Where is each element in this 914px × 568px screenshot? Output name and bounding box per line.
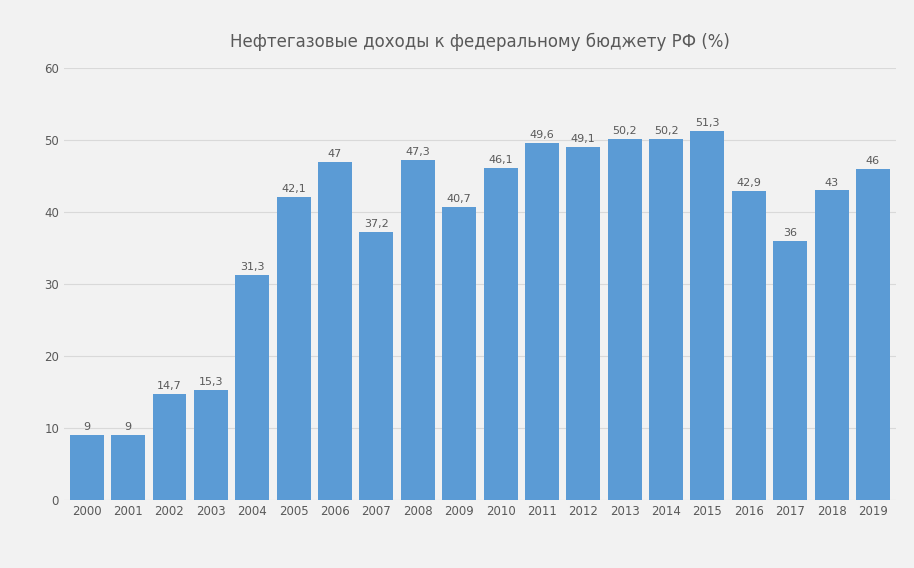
Bar <box>442 207 476 500</box>
Text: 50,2: 50,2 <box>654 126 678 136</box>
Text: 9: 9 <box>124 422 132 432</box>
Bar <box>401 160 435 500</box>
Text: 51,3: 51,3 <box>696 118 719 128</box>
Bar <box>112 435 145 500</box>
Bar <box>856 169 890 500</box>
Bar <box>318 162 352 500</box>
Text: 49,1: 49,1 <box>571 133 596 144</box>
Text: 46: 46 <box>866 156 880 166</box>
Text: 47: 47 <box>328 149 342 159</box>
Bar <box>773 241 807 500</box>
Bar <box>153 394 186 500</box>
Bar <box>277 197 311 500</box>
Text: 46,1: 46,1 <box>488 155 513 165</box>
Bar <box>359 232 393 500</box>
Text: 47,3: 47,3 <box>406 147 430 157</box>
Bar <box>567 147 600 500</box>
Bar <box>194 390 228 500</box>
Bar <box>649 139 683 500</box>
Bar <box>608 139 642 500</box>
Title: Нефтегазовые доходы к федеральному бюджету РФ (%): Нефтегазовые доходы к федеральному бюдже… <box>230 33 729 51</box>
Text: 36: 36 <box>783 228 797 238</box>
Text: 15,3: 15,3 <box>198 377 223 387</box>
Text: 49,6: 49,6 <box>529 130 554 140</box>
Text: 37,2: 37,2 <box>364 219 388 229</box>
Text: 31,3: 31,3 <box>240 262 264 272</box>
Bar <box>690 131 725 500</box>
Text: 14,7: 14,7 <box>157 381 182 391</box>
Text: 50,2: 50,2 <box>612 126 637 136</box>
Text: 42,9: 42,9 <box>737 178 761 189</box>
Bar <box>484 168 517 500</box>
Text: 42,1: 42,1 <box>282 184 306 194</box>
Bar <box>235 275 270 500</box>
Text: 43: 43 <box>824 178 839 187</box>
Bar <box>732 191 766 500</box>
Bar <box>525 143 558 500</box>
Text: 40,7: 40,7 <box>447 194 472 204</box>
Text: 9: 9 <box>83 422 90 432</box>
Bar <box>69 435 103 500</box>
Bar <box>814 190 848 500</box>
